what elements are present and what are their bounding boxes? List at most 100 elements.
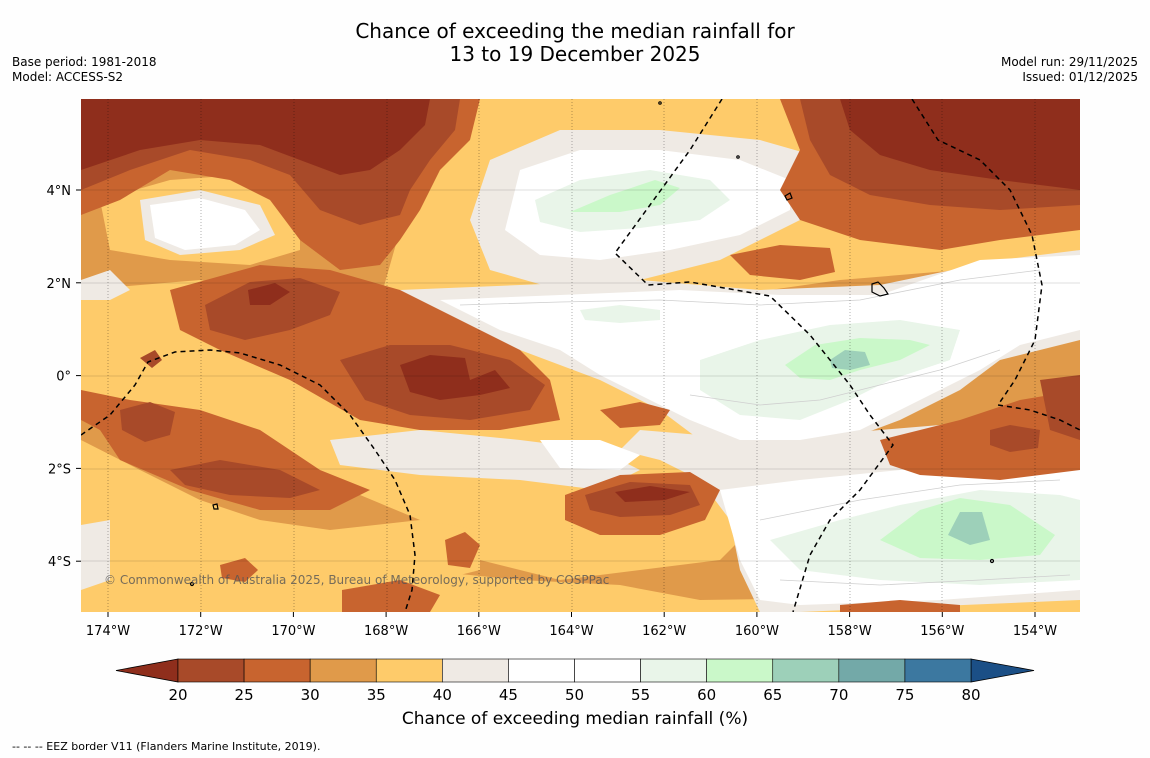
island [212, 503, 219, 510]
band-35-40 [81, 540, 1080, 612]
island [189, 581, 195, 587]
colorbar-segment [309, 658, 377, 683]
colorbar-tick-label: 65 [763, 686, 782, 704]
model-run: Model run: 29/11/2025 [1000, 55, 1138, 69]
colorbar-segment [177, 658, 245, 683]
colorbar-segment [838, 658, 906, 683]
contour-line [759, 479, 1061, 521]
lat-tick-label: 0° [56, 370, 71, 385]
colorbar-tick-label: 60 [697, 686, 716, 704]
lon-tick-label: 160°W [735, 624, 779, 639]
band-20-25 [170, 460, 320, 498]
meta-left: Base period: 1981-2018 Model: ACCESS-S2 [12, 55, 157, 85]
lon-tick-label: 166°W [457, 624, 501, 639]
colorbar-segment [772, 658, 840, 683]
colorbar-tick-label: 55 [631, 686, 650, 704]
band-65-70 [948, 512, 990, 545]
band-under-20 [248, 283, 290, 305]
island [784, 192, 793, 201]
rainfall-map [81, 99, 1080, 612]
colorbar-segment [508, 658, 575, 683]
band-40-45 [81, 270, 130, 300]
band-25-30 [840, 600, 960, 612]
lon-tick-label: 162°W [642, 624, 686, 639]
band-20-25 [205, 278, 340, 340]
islands [189, 101, 995, 587]
contour-lines [459, 269, 1071, 586]
eez-legend-note: -- -- -- EEZ border V11 (Flanders Marine… [12, 740, 321, 753]
colorbar-segment [442, 658, 509, 683]
colorbar-over-arrow [970, 658, 1035, 683]
band-25-30 [342, 580, 440, 612]
contour-line [459, 269, 1041, 306]
colorbar-segment [574, 658, 641, 683]
colorbar-tick-label: 35 [367, 686, 386, 704]
band-55-60 [580, 305, 660, 323]
eez-border [81, 349, 416, 612]
colorbar: 20 25 30 35 40 45 50 55 60 65 70 75 80 [115, 658, 1035, 704]
band-20-25 [1040, 375, 1080, 440]
colorbar-tick-label: 20 [168, 686, 187, 704]
eez-border [911, 99, 1080, 431]
title-line-2: 13 to 19 December 2025 [449, 42, 701, 66]
lon-tick-label: 164°W [549, 624, 593, 639]
lon-tick-label: 156°W [920, 624, 964, 639]
colorbar-under-arrow [115, 658, 179, 683]
colorbar-tick-label: 30 [301, 686, 320, 704]
band-25-30 [445, 532, 480, 568]
band-25-30 [730, 245, 835, 280]
island [658, 101, 662, 105]
lon-tick-label: 172°W [179, 624, 223, 639]
band-45-55 [540, 440, 640, 470]
lat-tick-label: 2°N [47, 277, 72, 292]
band-20-25 [120, 402, 175, 442]
map-title: Chance of exceeding the median rainfall … [0, 20, 1150, 66]
band-60-65 [570, 180, 680, 212]
base-period: Base period: 1981-2018 [12, 55, 157, 69]
eez-borders [81, 99, 1080, 612]
band-under-20 [840, 99, 1080, 190]
band-25-30 [880, 390, 1080, 480]
colorbar-segment [640, 658, 707, 683]
colorbar-segment [375, 658, 443, 683]
gridlines-lat [81, 189, 1080, 562]
lon-tick-label: 154°W [1013, 624, 1057, 639]
copyright-text: © Commonwealth of Australia 2025, Bureau… [104, 573, 609, 587]
lon-tick-label: 158°W [828, 624, 872, 639]
colorbar-label: Chance of exceeding median rainfall (%) [401, 709, 749, 729]
colorbar-segment [904, 658, 972, 683]
colorbar-tick-label: 75 [895, 686, 914, 704]
island [736, 155, 740, 159]
lon-tick-label: 168°W [364, 624, 408, 639]
lon-ticks: 174°W 172°W 170°W 168°W 166°W 164°W 162°W 160°W… [86, 612, 1057, 639]
lat-ticks: 4°N 2°N 0° 2°S 4°S [47, 184, 81, 570]
band-40-45 [330, 430, 640, 490]
meta-right: Model run: 29/11/2025 Issued: 01/12/2025 [1001, 55, 1138, 85]
colorbar-segment [243, 658, 311, 683]
band-40-45 [81, 520, 110, 590]
lat-tick-label: 4°N [47, 184, 72, 199]
band-under-20 [81, 99, 430, 175]
contour-line [689, 349, 1001, 406]
title-line-1: Chance of exceeding the median rainfall … [355, 19, 795, 43]
colorbar-tick-label: 50 [565, 686, 584, 704]
colorbar-tick-label: 45 [499, 686, 518, 704]
band-35-40 [81, 440, 480, 590]
colorbar-tick-label: 70 [829, 686, 848, 704]
colorbar-segment [706, 658, 774, 683]
band-45-55 [150, 198, 260, 250]
lat-tick-label: 2°S [48, 462, 71, 477]
band-25-30 [220, 558, 258, 582]
lat-tick-label: 4°S [48, 555, 71, 570]
colorbar-tick-label: 40 [433, 686, 452, 704]
model-name: Model: ACCESS-S2 [12, 70, 124, 84]
colorbar-tick-label: 80 [961, 686, 980, 704]
colorbar-tick-label: 25 [235, 686, 254, 704]
band-25-30 [600, 402, 670, 428]
island [989, 558, 995, 564]
eez-border [614, 99, 894, 612]
band-under-20 [400, 355, 510, 400]
issued-date: Issued: 01/12/2025 [1022, 70, 1138, 84]
island-kiritimati [871, 281, 889, 297]
